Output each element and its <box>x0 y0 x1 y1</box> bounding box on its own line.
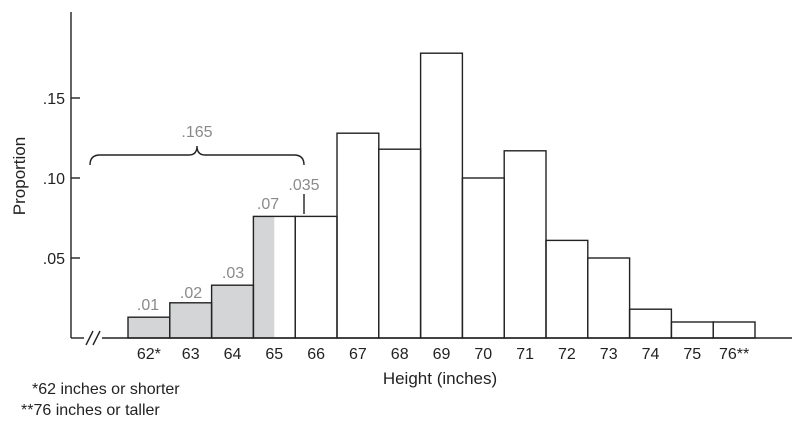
bar-71 <box>503 150 547 339</box>
bar-value-label: .07 <box>257 196 279 213</box>
x-axis-title: Height (inches) <box>383 369 497 388</box>
x-tick-label-70: 70 <box>474 346 492 363</box>
footnote-shorter: *62 inches or shorter <box>32 381 180 398</box>
bar-67 <box>336 132 380 339</box>
bar-75 <box>670 321 714 339</box>
footnote-taller: **76 inches or taller <box>21 402 160 419</box>
y-axis-title: Proportion <box>10 137 29 215</box>
bar-value-label: .02 <box>180 285 202 302</box>
shaded-area-63 <box>169 302 212 338</box>
y-tick-label: .10 <box>43 171 65 188</box>
x-tick-label-75: 75 <box>683 346 701 363</box>
bar-68 <box>378 148 422 339</box>
bar-69 <box>419 52 464 339</box>
bar-66 <box>294 215 338 339</box>
shaded-area-62 <box>128 317 170 338</box>
x-tick-label-72: 72 <box>558 346 576 363</box>
brace <box>89 145 305 166</box>
bar-72 <box>545 239 589 339</box>
axis-break-mark-1 <box>85 330 94 346</box>
x-tick-label-69: 69 <box>433 346 451 363</box>
x-tick-label-66: 66 <box>307 346 325 363</box>
shaded-area-65 <box>253 216 275 338</box>
brace-label: .165 <box>181 124 212 141</box>
x-tick-label-73: 73 <box>600 346 618 363</box>
bar-value-label: .03 <box>222 265 244 282</box>
x-tick-label-67: 67 <box>349 346 367 363</box>
x-tick-label-63: 63 <box>182 346 200 363</box>
bar-value-label: .01 <box>137 297 159 314</box>
bar-73 <box>587 257 631 339</box>
axis-break-mark-2 <box>92 330 101 346</box>
shaded-area-64 <box>211 285 254 338</box>
x-tick-label-62: 62* <box>137 346 161 363</box>
x-tick-label-65: 65 <box>265 346 283 363</box>
y-tick-label: .15 <box>43 91 65 108</box>
x-tick-label-76: 76** <box>719 346 749 363</box>
x-tick-label-64: 64 <box>224 346 242 363</box>
x-tick-label-71: 71 <box>516 346 534 363</box>
bar-76 <box>712 321 756 339</box>
x-tick-label-74: 74 <box>642 346 660 363</box>
x-tick-label-68: 68 <box>391 346 409 363</box>
bar-value-label: .035 <box>288 177 319 194</box>
bar-70 <box>461 177 505 339</box>
y-tick-label: .05 <box>43 251 65 268</box>
bar-74 <box>628 308 673 339</box>
